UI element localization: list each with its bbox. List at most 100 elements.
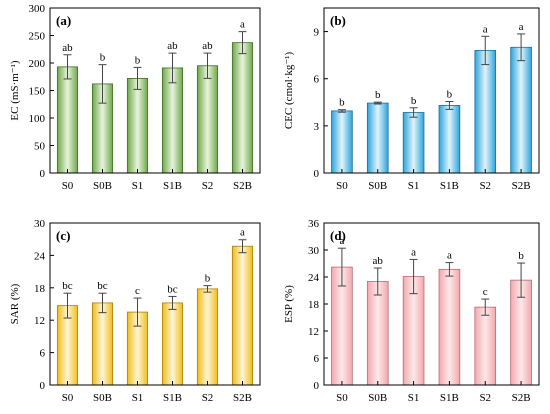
y-tick-label: 6 (314, 74, 320, 86)
y-tick-label: 200 (29, 58, 46, 70)
y-tick-label: 6 (40, 348, 46, 360)
y-tick-label: 300 (29, 3, 46, 15)
significance-label: b (518, 250, 524, 262)
x-tick-label: S1B (163, 180, 182, 192)
significance-label: a (240, 227, 245, 239)
x-tick-label: S0B (368, 392, 387, 404)
y-axis-title: EC (mS·m⁻¹) (9, 60, 21, 120)
x-tick-label: S0 (336, 392, 348, 404)
x-tick-label: S0 (62, 180, 74, 192)
significance-label: bc (62, 280, 73, 292)
significance-label: a (483, 23, 488, 35)
y-tick-label: 50 (34, 141, 46, 153)
panel-label: (d) (330, 228, 346, 243)
significance-label: a (519, 21, 524, 33)
bar-S1B (161, 302, 184, 386)
x-tick-label: S1 (408, 180, 420, 192)
bar-S1 (126, 78, 149, 174)
y-axis-title: CEC (cmol·kg⁻¹) (283, 52, 295, 130)
x-tick-label: S2 (479, 392, 491, 404)
x-tick-label: S0B (93, 180, 112, 192)
x-tick-label: S0 (62, 392, 74, 404)
plot-frame (49, 222, 261, 386)
plot-frame (49, 7, 261, 174)
y-tick-label: 0 (314, 168, 320, 180)
significance-label: a (447, 250, 452, 262)
significance-label: c (483, 286, 488, 298)
x-tick-label: S1 (408, 392, 420, 404)
x-tick-label: S0B (368, 180, 387, 192)
panel-a: ab S0 b S0B b S1 ab S1B ab S2 a S2B 0 50 100 150 200 250 3… (9, 3, 261, 192)
x-tick-label: S2B (233, 392, 252, 404)
y-tick-label: 250 (29, 31, 46, 43)
significance-label: c (135, 285, 140, 297)
y-tick-label: 36 (308, 218, 320, 230)
y-tick-label: 3 (314, 121, 320, 133)
y-tick-label: 6 (314, 353, 320, 365)
significance-label: ab (167, 40, 178, 52)
significance-label: bc (97, 280, 108, 292)
bar-S2 (474, 50, 497, 174)
x-tick-label: S2B (233, 180, 252, 192)
x-tick-label: S0 (336, 180, 348, 192)
x-tick-label: S2B (512, 392, 531, 404)
significance-label: b (375, 89, 381, 101)
panel-label: (c) (56, 228, 70, 243)
x-tick-label: S1B (163, 392, 182, 404)
bar-S0B (91, 302, 114, 386)
bar-S1 (402, 112, 425, 174)
significance-label: b (100, 52, 106, 64)
x-tick-label: S0B (93, 392, 112, 404)
significance-label: b (411, 95, 417, 107)
x-tick-label: S2 (479, 180, 491, 192)
y-tick-label: 0 (40, 168, 46, 180)
panel-label: (b) (330, 13, 346, 28)
bar-S2B (231, 245, 254, 386)
y-tick-label: 24 (308, 272, 320, 284)
significance-label: a (240, 19, 245, 31)
significance-label: bc (167, 283, 178, 295)
panel-d: a S0 ab S0B a S1 a S1B c S2 b S2B 0 6 12 18 24 30 36 (d) ESP… (283, 218, 540, 404)
bar-S1B (161, 67, 184, 174)
significance-label: b (447, 89, 453, 101)
y-axis-title: ESP (%) (283, 285, 295, 323)
plot-frame (323, 7, 540, 174)
y-axis-title: SAR (%) (9, 283, 21, 324)
y-tick-label: 12 (308, 326, 319, 338)
significance-label: ab (62, 42, 73, 54)
y-tick-label: 100 (29, 113, 46, 125)
significance-label: b (205, 273, 211, 285)
x-tick-label: S1B (440, 180, 459, 192)
y-tick-label: 0 (40, 380, 46, 392)
bar-S0 (331, 110, 353, 174)
significance-label: b (135, 54, 141, 66)
y-tick-label: 30 (308, 245, 320, 257)
panel-b: b S0 b S0B b S1 b S1B a S2 a S2B 0 3 6 9 (b) CEC (cmol·kg… (283, 7, 540, 192)
bar-S1B (438, 105, 461, 174)
significance-label: a (339, 235, 344, 247)
bar-S2 (196, 288, 219, 386)
y-tick-label: 9 (314, 27, 320, 39)
bar-S2 (196, 65, 219, 174)
y-tick-label: 12 (34, 315, 45, 327)
bar-S0 (56, 66, 79, 174)
bar-S1B (438, 268, 461, 386)
y-tick-label: 18 (34, 283, 46, 295)
panel-label: (a) (56, 13, 71, 28)
bar-S2B (231, 42, 254, 174)
x-tick-label: S2B (512, 180, 531, 192)
x-tick-label: S1B (440, 392, 459, 404)
x-tick-label: S2 (202, 392, 214, 404)
y-tick-label: 0 (314, 380, 320, 392)
bar-S0B (366, 281, 389, 386)
x-tick-label: S1 (132, 180, 144, 192)
x-tick-label: S1 (132, 392, 144, 404)
y-tick-label: 18 (308, 299, 320, 311)
significance-label: a (411, 246, 416, 258)
bar-S2 (474, 306, 497, 386)
y-tick-label: 24 (34, 250, 46, 262)
significance-label: b (339, 97, 345, 109)
bar-S2B (510, 46, 532, 174)
significance-label: ab (373, 255, 384, 267)
